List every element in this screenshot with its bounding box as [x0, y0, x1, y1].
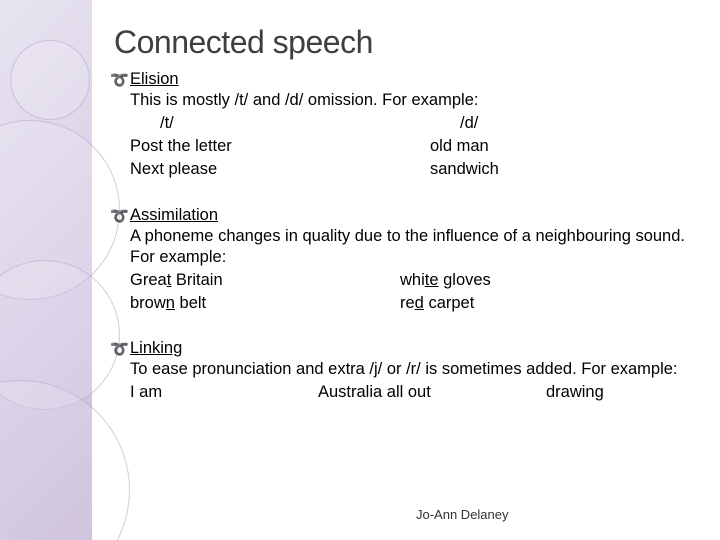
example-row: I am Australia all out drawing	[130, 382, 700, 403]
decor-circle	[0, 380, 130, 540]
example-cell: old man	[430, 136, 489, 157]
section-intro: A phoneme changes in quality due to the …	[130, 227, 685, 266]
example-cell: drawing	[546, 382, 604, 403]
example-cell: sandwich	[430, 159, 499, 180]
col-header-d: /d/	[430, 113, 478, 134]
example-row: Next please sandwich	[130, 159, 700, 180]
slide-title: Connected speech	[114, 24, 700, 61]
example-cell: Post the letter	[130, 136, 430, 157]
example-cell: Australia all out	[318, 382, 546, 403]
column-headers: /t/ /d/	[130, 113, 700, 134]
section-heading: Elision	[130, 70, 179, 88]
author-credit: Jo-Ann Delaney	[416, 507, 509, 522]
section-elision: ➰ Elision This is mostly /t/ and /d/ omi…	[116, 69, 700, 181]
example-cell: Next please	[130, 159, 430, 180]
section-heading: Assimilation	[130, 206, 218, 224]
example-cell: Great Britain	[130, 270, 400, 291]
section-heading: Linking	[130, 339, 182, 357]
example-row: Post the letter old man	[130, 136, 700, 157]
example-cell: I am	[130, 382, 318, 403]
section-intro: To ease pronunciation and extra /j/ or /…	[130, 360, 678, 378]
scroll-bullet-icon: ➰	[110, 340, 129, 359]
section-linking: ➰ Linking To ease pronunciation and extr…	[116, 338, 700, 403]
example-cell: brown belt	[130, 293, 400, 314]
section-intro: This is mostly /t/ and /d/ omission. For…	[130, 91, 478, 109]
example-row: brown belt red carpet	[130, 293, 700, 314]
decor-circle	[10, 40, 90, 120]
section-assimilation: ➰ Assimilation A phoneme changes in qual…	[116, 205, 700, 315]
left-decor-band	[0, 0, 92, 540]
scroll-bullet-icon: ➰	[110, 207, 129, 226]
col-header-t: /t/	[130, 113, 430, 134]
example-row: Great Britain white gloves	[130, 270, 700, 291]
scroll-bullet-icon: ➰	[110, 71, 129, 90]
slide-content: Connected speech ➰ Elision This is mostl…	[116, 24, 700, 403]
example-cell: red carpet	[400, 293, 474, 314]
example-cell: white gloves	[400, 270, 491, 291]
